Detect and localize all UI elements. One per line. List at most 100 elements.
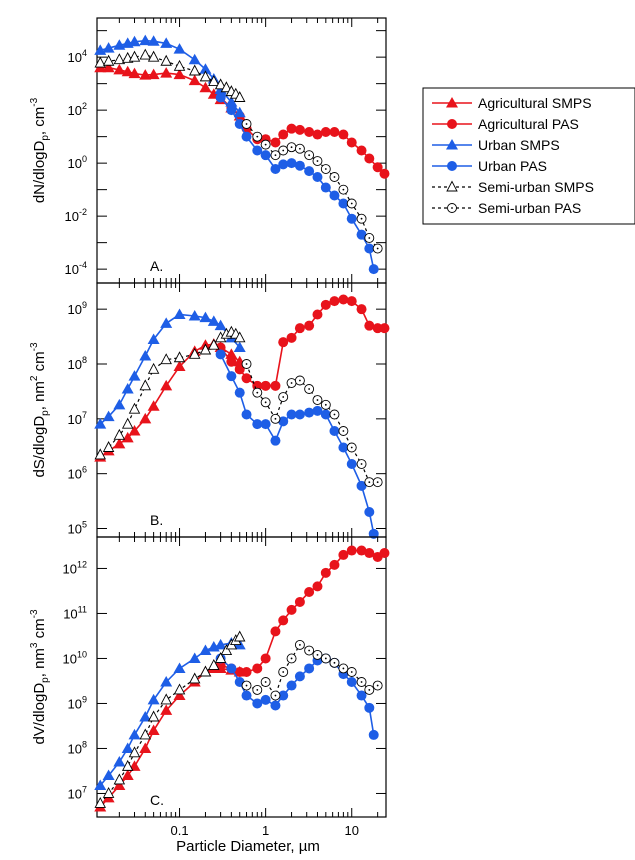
y-tick-label: 108 xyxy=(68,739,87,756)
data-point xyxy=(208,75,220,86)
marker-dot xyxy=(350,671,353,673)
data-point xyxy=(356,690,367,701)
data-point xyxy=(260,397,271,408)
y-tick-exponent: 9 xyxy=(82,300,87,310)
data-point xyxy=(128,728,141,740)
data-point xyxy=(121,383,134,394)
data-point xyxy=(173,662,186,673)
data-point xyxy=(173,59,186,71)
data-point xyxy=(207,315,220,326)
data-point xyxy=(233,91,246,102)
data-point xyxy=(241,131,252,142)
data-point xyxy=(278,337,289,348)
series-semi-urban-smps xyxy=(94,630,246,808)
y-tick-exponent: 10 xyxy=(77,649,87,659)
data-point xyxy=(113,773,126,785)
marker-dot xyxy=(245,363,248,365)
data-point xyxy=(270,700,281,711)
data-point xyxy=(128,424,141,436)
data-point xyxy=(252,380,263,391)
data-point xyxy=(233,341,246,352)
x-axis-title: Particle Diameter, µm xyxy=(176,838,320,855)
data-point xyxy=(294,596,305,607)
data-point xyxy=(372,680,383,691)
data-point xyxy=(139,34,152,46)
series-line xyxy=(246,644,378,697)
series-line xyxy=(245,363,378,483)
data-point xyxy=(270,626,281,637)
marker-dot xyxy=(350,202,353,205)
data-point xyxy=(304,663,315,674)
data-point xyxy=(252,663,263,674)
data-point xyxy=(147,400,160,411)
data-point xyxy=(128,402,141,414)
data-point xyxy=(338,549,349,560)
data-point xyxy=(338,129,349,140)
series-urban-smps xyxy=(94,308,246,429)
legend-marker xyxy=(446,180,458,192)
data-point xyxy=(199,70,212,82)
data-point xyxy=(188,347,201,359)
y-axis-title-part: p xyxy=(40,135,51,141)
y-tick-label: 1012 xyxy=(63,559,87,576)
y-axis-title-part: cm xyxy=(31,618,48,642)
legend: Agricultural SMPS Agricultural PAS Urban S… xyxy=(422,87,635,225)
data-point xyxy=(379,548,390,559)
data-point xyxy=(214,651,227,663)
y-tick-label: 10-2 xyxy=(65,207,87,224)
data-point xyxy=(356,677,367,687)
data-point xyxy=(225,96,238,107)
data-point xyxy=(102,54,115,66)
marker-dot xyxy=(274,694,277,697)
data-point xyxy=(199,81,212,93)
data-point xyxy=(278,145,289,156)
data-point xyxy=(121,417,134,429)
data-point xyxy=(270,150,281,161)
data-point xyxy=(214,638,227,650)
data-point xyxy=(215,92,226,103)
legend-label: Agricultural SMPS xyxy=(478,95,592,111)
data-point xyxy=(286,123,297,134)
y-tick-exponent: 2 xyxy=(82,101,87,111)
data-point xyxy=(329,559,340,570)
data-point xyxy=(94,779,107,791)
data-point xyxy=(260,380,271,391)
y-tick-label: 102 xyxy=(68,101,87,118)
marker-dot xyxy=(264,401,267,404)
data-point xyxy=(294,160,305,171)
marker-dot xyxy=(256,689,259,691)
y-tick-label: 109 xyxy=(68,300,87,317)
series-semi-urban-smps xyxy=(94,325,246,460)
data-point xyxy=(294,671,305,682)
data-point xyxy=(252,698,263,709)
data-point xyxy=(139,728,152,740)
data-point xyxy=(252,419,263,430)
marker-dot xyxy=(316,399,319,401)
x-tick-label: 10 xyxy=(345,823,359,838)
y-axis-title-part: p xyxy=(40,677,51,683)
data-point xyxy=(286,409,297,420)
data-point xyxy=(368,528,379,539)
data-point xyxy=(215,342,226,353)
data-point xyxy=(270,380,281,391)
data-point xyxy=(128,370,141,381)
data-point xyxy=(160,675,173,687)
data-point xyxy=(356,545,367,556)
data-point xyxy=(160,693,172,705)
data-point xyxy=(102,441,115,452)
data-point xyxy=(188,74,201,86)
data-point xyxy=(329,296,340,307)
marker-dot xyxy=(360,463,363,465)
data-point xyxy=(278,159,289,170)
data-point xyxy=(338,294,349,305)
data-point xyxy=(160,54,172,66)
marker-dot xyxy=(376,684,379,687)
data-point xyxy=(199,644,212,656)
series-semi-urban-pas xyxy=(241,639,383,701)
data-point xyxy=(94,448,106,460)
y-tick-exponent: -4 xyxy=(79,260,87,270)
series-line xyxy=(220,549,385,673)
